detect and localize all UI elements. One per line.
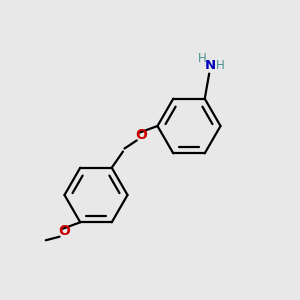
Text: O: O — [135, 128, 147, 142]
Text: H: H — [216, 59, 225, 72]
Text: H: H — [198, 52, 207, 64]
Text: O: O — [58, 224, 70, 238]
Text: N: N — [205, 59, 216, 72]
